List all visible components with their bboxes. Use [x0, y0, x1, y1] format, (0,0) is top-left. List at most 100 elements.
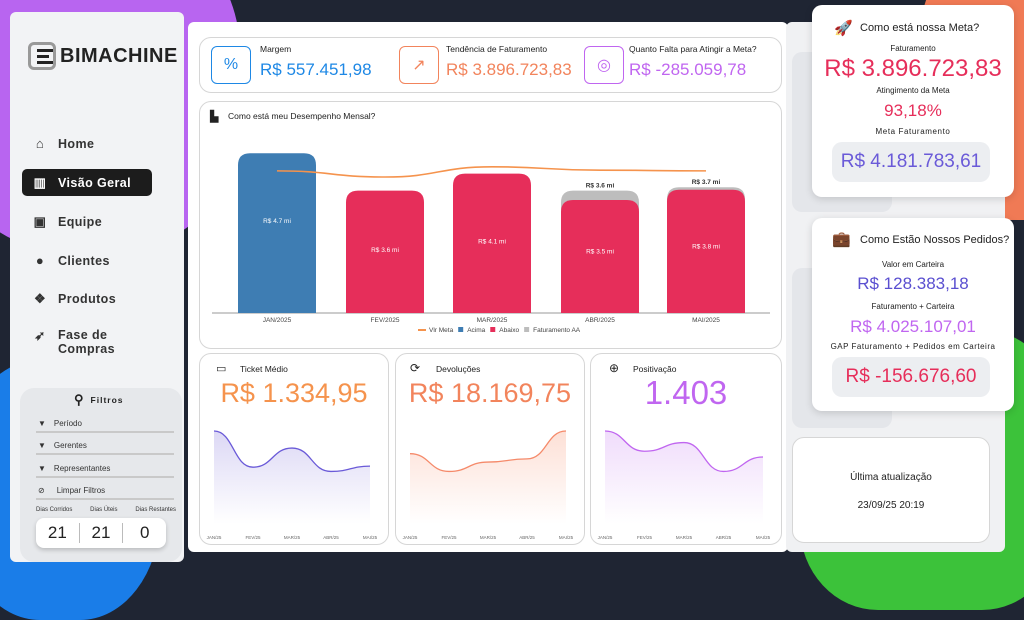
- x-tick-label: MAI/25: [559, 535, 574, 540]
- kpi-label-margem: Margem: [260, 44, 292, 54]
- target-icon: ◎: [584, 46, 624, 84]
- filter-periodo[interactable]: ▼ Período: [36, 415, 174, 433]
- legend-label[interactable]: Abaixo: [499, 327, 519, 334]
- nav-label: Visão Geral: [58, 175, 131, 190]
- funnel-icon: ▼: [38, 463, 46, 473]
- search-icon: ⚲: [74, 392, 85, 407]
- nav-label: Clientes: [58, 253, 110, 268]
- area-line: [213, 430, 371, 473]
- x-tick-label: MAR/25: [676, 535, 693, 540]
- x-tick-label: JAN/25: [403, 535, 418, 540]
- sidebar-item-produtos[interactable]: ❖ Produtos: [22, 285, 152, 312]
- meta-card: 🚀 Como está nossa Meta? Faturamento R$ 3…: [812, 5, 1014, 197]
- days-value: 0: [139, 523, 150, 542]
- area-line: [409, 430, 567, 473]
- filter-representantes[interactable]: ▼ Representantes: [36, 460, 174, 478]
- legend-label[interactable]: Faturamento AA: [533, 327, 581, 334]
- faturamento-value: R$ 3.896.723,83: [824, 55, 1002, 82]
- ticket-value: R$ 1.334,95: [220, 378, 368, 408]
- filters-title: ⚲ Filtros: [74, 392, 124, 408]
- pedidos-card: 💼 Como Estão Nossos Pedidos? Valor em Ca…: [812, 218, 1014, 411]
- funnel-icon: ▼: [38, 418, 46, 428]
- legend-swatch: [458, 327, 464, 332]
- pedidos-title: Como Estão Nossos Pedidos?: [860, 234, 1010, 246]
- days-value: 21: [36, 523, 80, 543]
- bar-JAN/2025: [238, 153, 316, 313]
- boxes-icon: ❖: [33, 290, 47, 306]
- last-update-card: Última atualização 23/09/25 20:19: [792, 437, 990, 543]
- nav-label: Fase de Compras: [58, 328, 115, 356]
- carteira-label: Valor em Carteira: [881, 260, 945, 269]
- x-tick-label: FEV/25: [441, 535, 457, 540]
- logo-text: BIMACHINE: [60, 44, 178, 67]
- filter-gerentes[interactable]: ▼ Gerentes: [36, 437, 174, 455]
- funnel-off-icon: ⊘: [38, 485, 45, 495]
- meta-faturamento-value: R$ 4.181.783,61: [832, 142, 990, 182]
- bar-FEV/2025: [346, 190, 424, 313]
- bar-MAI/2025: [667, 189, 745, 313]
- x-tick-label: MAI/25: [756, 535, 771, 540]
- chart-title: Como está meu Desempenho Mensal?: [228, 111, 376, 121]
- bar-data-label: R$ 3.8 mi: [692, 243, 720, 250]
- legend-swatch: [490, 327, 496, 332]
- atingimento-value: 93,18%: [884, 101, 942, 120]
- aa-data-label: R$ 3.6 mi: [586, 183, 615, 190]
- x-tick-label: MAR/25: [480, 535, 497, 540]
- rocket-icon: ➶: [34, 328, 46, 343]
- faturamento-label: Faturamento: [890, 44, 936, 53]
- days-value: 21: [80, 523, 124, 543]
- brand-logo: BIMACHINE: [28, 42, 178, 70]
- meta-faturamento-label: Meta Faturamento: [875, 127, 951, 136]
- logo-icon: [28, 42, 56, 70]
- plus-circle-icon: ⊕: [609, 361, 620, 375]
- legend-swatch: [524, 327, 530, 332]
- funnel-icon: ▼: [38, 440, 46, 450]
- days-labels: Dias Corridos Dias Úteis Dias Restantes: [36, 507, 176, 513]
- devolucoes-title: Devoluções: [436, 364, 481, 374]
- home-icon: ⌂: [35, 136, 45, 151]
- kpi-bar: % Margem R$ 557.451,98 ↗ Tendência de Fa…: [199, 37, 782, 93]
- last-update-label: Última atualização: [850, 472, 932, 483]
- x-tick-label: MAR/2025: [477, 317, 508, 324]
- filter-label: Período: [53, 418, 82, 428]
- sidebar-item-fase-de-compras[interactable]: ➶ Fase de Compras: [22, 328, 152, 362]
- bar-ABR/2025: [561, 200, 639, 313]
- x-tick-label: MAR/25: [284, 535, 301, 540]
- devolucoes-card: ⟳ Devoluções R$ 18.169,75 JAN/25 FEV/25 MA…: [395, 353, 585, 545]
- filter-label: Limpar Filtros: [56, 485, 106, 495]
- carteira-value: R$ 128.383,18: [857, 274, 969, 293]
- sidebar-item-home[interactable]: ⌂ Home: [22, 130, 152, 157]
- line-vlr-meta: [276, 165, 707, 178]
- ticket-title: Ticket Médio: [240, 364, 288, 374]
- sidebar-item-equipe[interactable]: ▣ Equipe: [22, 208, 152, 235]
- area-fill: [410, 431, 566, 524]
- x-tick-label: ABR/25: [323, 535, 339, 540]
- positivacao-card: ⊕ Positivação 1.403 JAN/25 FEV/25 MAR/25 AB…: [590, 353, 782, 545]
- x-tick-label: FEV/2025: [371, 317, 400, 324]
- gap-value: R$ -156.676,60: [832, 357, 990, 397]
- days-counter: 21 21 0: [36, 518, 166, 548]
- bar-data-label: R$ 3.6 mi: [371, 247, 399, 254]
- kpi-value-margem: R$ 557.451,98: [260, 60, 372, 79]
- sidebar-item-visao-geral[interactable]: ▥ Visão Geral: [22, 169, 152, 196]
- sidebar-item-clientes[interactable]: ● Clientes: [22, 247, 152, 274]
- area-fill: [214, 431, 370, 524]
- x-tick-label: JAN/25: [598, 535, 613, 540]
- x-tick-label: ABR/25: [519, 535, 535, 540]
- refresh-icon: ⟳: [410, 361, 421, 375]
- area-line: [604, 430, 764, 473]
- legend-label[interactable]: Acima: [467, 327, 485, 334]
- faturamento-carteira-label: Faturamento + Carteira: [871, 302, 955, 311]
- bar-chart-icon: ▙: [210, 111, 219, 123]
- positivacao-area-chart: JAN/25 FEV/25 MAR/25 ABR/25 MAI/25: [598, 430, 771, 540]
- last-update-value: 23/09/25 20:19: [857, 500, 925, 511]
- kpi-value-tendencia: R$ 3.896.723,83: [446, 60, 572, 79]
- legend-label[interactable]: Vlr Meta: [429, 327, 454, 334]
- price-tag-percent-icon: %: [211, 46, 251, 84]
- area-fill: [605, 431, 763, 524]
- user-icon: ●: [35, 253, 45, 268]
- kpi-label-tendencia: Tendência de Faturamento: [446, 44, 548, 54]
- monthly-performance-card: ▙ Como está meu Desempenho Mensal? R$ 4.…: [199, 101, 782, 349]
- clear-filters-button[interactable]: ⊘ Limpar Filtros: [36, 482, 174, 500]
- bar-data-label: R$ 4.1 mi: [478, 238, 506, 245]
